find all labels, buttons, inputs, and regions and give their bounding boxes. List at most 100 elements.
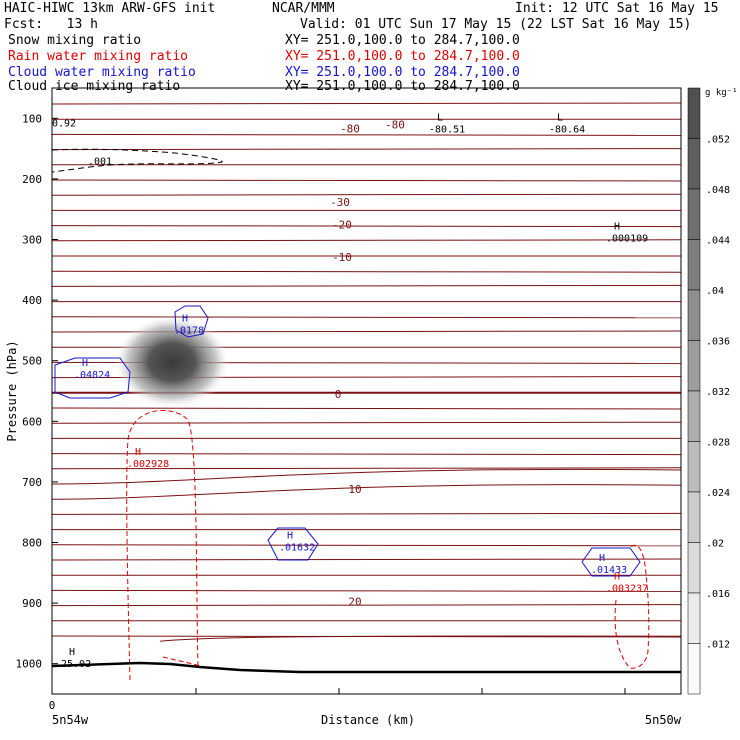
x-tick-zero: 0 [49,699,56,712]
extremum-kind: L [437,112,443,123]
colorbar-level: .016 [706,589,730,600]
y-axis-label: Pressure (hPa) [5,340,19,441]
colorbar-level: .012 [706,640,730,651]
isotherm-line [52,604,681,607]
isotherm-line [52,421,681,424]
y-tick-label-800: 800 [22,537,42,550]
colorbar-swatch [687,441,701,493]
x-left-label: 5n54w [52,713,89,727]
colorbar-level: .048 [706,185,730,196]
isotherm-line [52,102,681,105]
isotherm-line [159,635,681,642]
isotherm-line [52,148,681,151]
valid-time: Valid: 01 UTC Sun 17 May 15 (22 LST Sat … [300,17,692,32]
field-ice-name: Cloud ice mixing ratio [8,79,181,94]
extremum-value: .002928 [127,459,169,470]
colorbar-swatch [687,239,701,291]
extremum-value: .003237 [606,584,648,595]
temperature-label: 10 [348,483,361,496]
colorbar-level: .044 [706,236,730,247]
temperature-label: -80 [340,123,360,136]
model-title: HAIC-HIWC 13km ARW-GFS init [4,1,216,16]
isotherm-line [52,558,681,561]
isotherm-line [52,179,681,182]
cloud-water-contour-a [54,357,131,399]
snow-mixing-ratio-blob [114,315,230,409]
isotherm-line [52,512,681,515]
field-ice-xy: XY= 251.0,100.0 to 284.7,100.0 [285,79,520,94]
colorbar-level: .04 [706,286,724,297]
colorbar-swatch [687,390,701,442]
colorbar-level: .032 [706,387,730,398]
y-tick-label-900: 900 [22,597,42,610]
temperature-label: -10 [332,251,352,264]
x-axis-label: Distance (km) [321,713,415,727]
isotherm-line [52,453,681,456]
isotherm-line [52,270,681,273]
colorbar-swatch [687,340,701,392]
y-axis: 100 200 300 400 500 600 700 800 900 1000 [16,112,58,671]
rain-contour-right [614,544,650,669]
temperature-label: -30 [330,196,350,209]
extremum-kind: H [614,221,620,232]
field-cloudwater-xy: XY= 251.0,100.0 to 284.7,100.0 [285,65,520,80]
field-cloudwater-name: Cloud water mixing ratio [8,65,196,80]
x-right-label: 5n50w [645,713,682,727]
field-snow-name: Snow mixing ratio [8,33,142,48]
org-label: NCAR/MMM [272,1,335,16]
colorbar-swatch [687,643,701,695]
cloud-water-contour-d [581,547,641,577]
isotherm-line [52,589,681,592]
extremum-value: .01632 [279,543,315,554]
contour-labels: -80 -80-30-20-1001020L-80.51L-80.64H.0001… [52,112,648,669]
y-tick-label-200: 200 [22,173,42,186]
isotherm-line [52,467,681,470]
field-rain-name: Rain water mixing ratio [8,49,189,64]
y-tick-label-100: 100 [22,112,42,125]
y-tick-label-400: 400 [22,294,42,307]
terrain-line [51,661,681,674]
y-tick-label-300: 300 [22,234,42,247]
colorbar: .052 .048 .044 .04 .036 .032 .028 .024 .02 .016 .0… [687,87,730,695]
extremum-kind: H [135,447,141,458]
y-tick-label-700: 700 [22,476,42,489]
x-axis: 0 5n54w Distance (km) 5n50w [49,688,682,727]
cloud-water-contour-b [174,305,209,338]
isotherm-line [52,225,681,228]
extremum-value: -80.64 [549,124,585,135]
isotherm-lines [52,102,681,642]
isotherm-line [52,468,681,485]
field-rain-xy: XY= 251.0,100.0 to 284.7,100.0 [285,49,520,64]
temperature-label: -20 [332,218,352,231]
extremum-kind: H [82,358,88,369]
extremum-value: .0178 [174,326,204,337]
extremum-kind: H [69,647,75,658]
colorbar-units: g kg⁻¹ [705,88,738,98]
extremum-kind: H [287,531,293,542]
isotherm-line [52,316,681,319]
isotherm-line [52,284,681,287]
init-time: Init: 12 UTC Sat 16 May 15 [515,1,719,16]
contour-label: 0.92 [52,119,76,130]
temperature-label: 0 [335,388,342,401]
temperature-label: 20 [348,595,361,608]
contour-label: .001 [88,157,112,168]
isotherm-line [52,544,681,547]
y-tick-label-600: 600 [22,415,42,428]
forecast-hour: Fcst: 13 h [4,17,98,32]
colorbar-level: .028 [706,438,730,449]
y-tick-label-1000: 1000 [16,658,43,671]
isotherm-line [52,484,681,500]
colorbar-level: .036 [706,337,730,348]
temperature-label: -80 [385,118,405,131]
field-snow-xy: XY= 251.0,100.0 to 284.7,100.0 [285,33,520,48]
cloud-water-contour-c [267,527,319,561]
isotherm-line [52,133,681,136]
colorbar-swatch [687,592,701,644]
colorbar-swatch [687,188,701,240]
colorbar-swatch [687,138,701,190]
colorbar-level: .02 [706,539,724,550]
colorbar-swatch [687,87,701,139]
extremum-value: .04824 [74,370,110,381]
